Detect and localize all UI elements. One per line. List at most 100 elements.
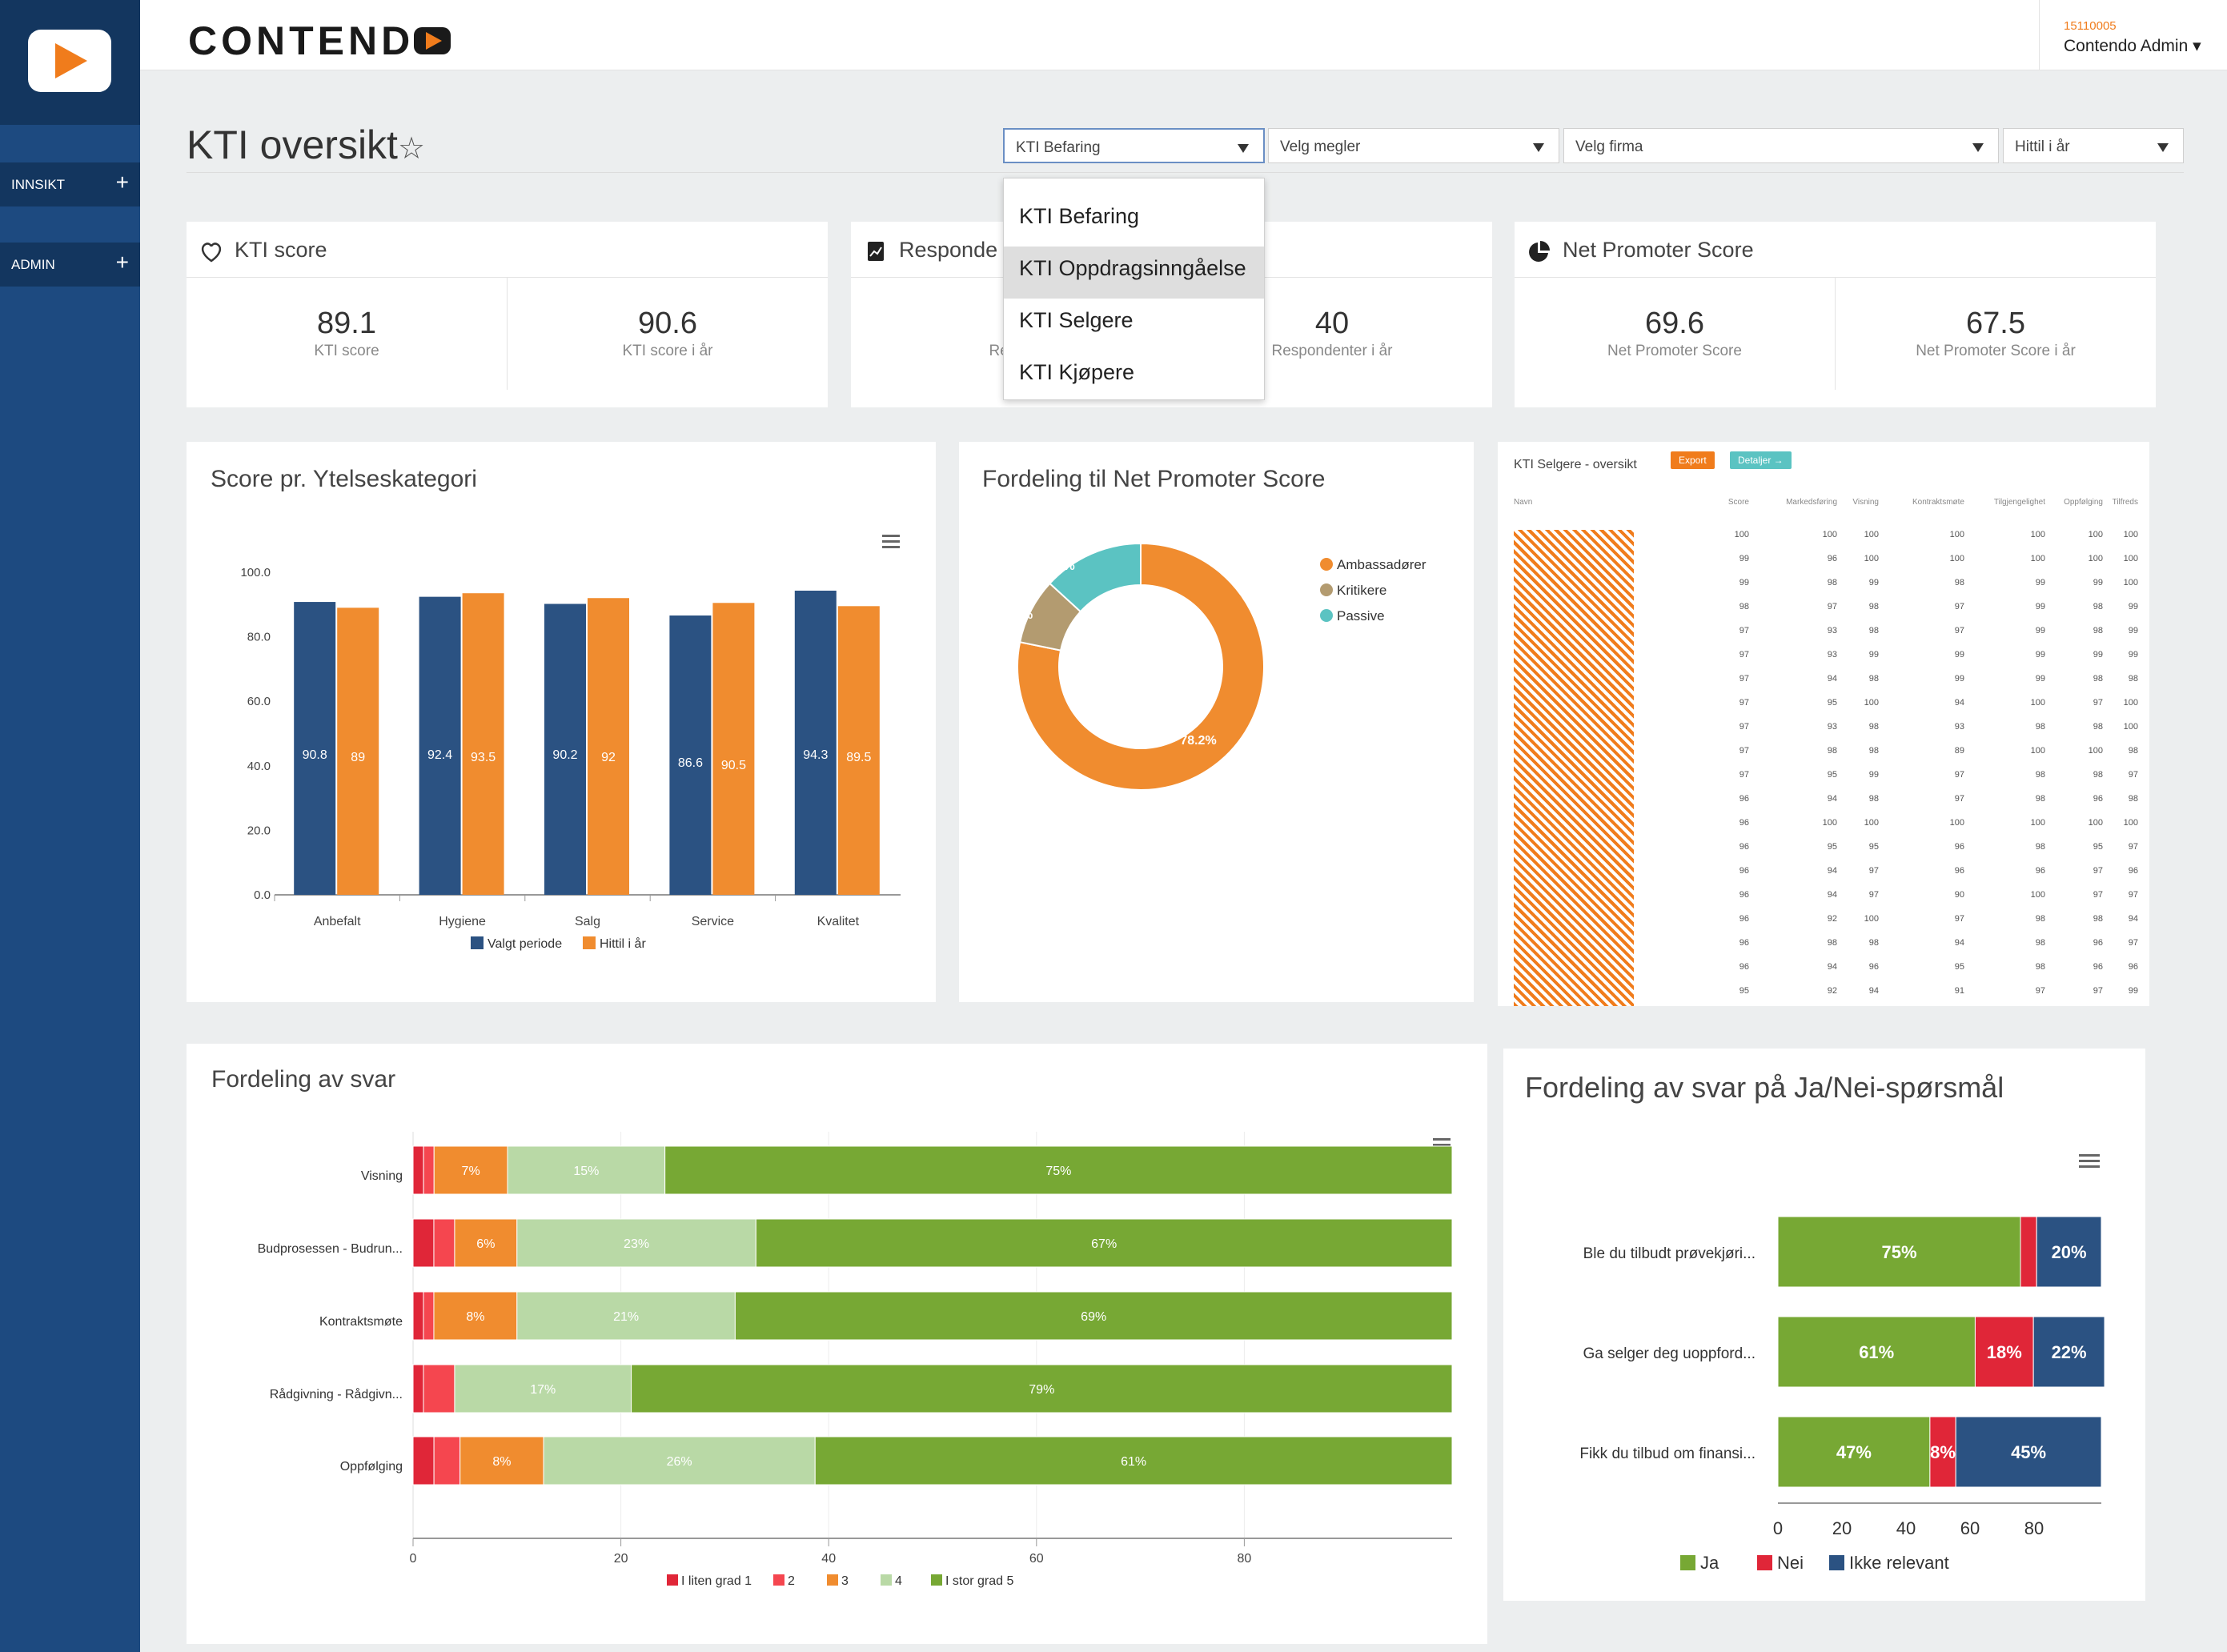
bar-data-label: 90.8 xyxy=(303,748,327,762)
table-cell: 98 xyxy=(2035,722,2045,732)
bar-year-to-date xyxy=(337,607,379,895)
app-logo-icon[interactable] xyxy=(28,30,111,92)
legend-swatch xyxy=(773,1574,784,1586)
stacked-segment xyxy=(2036,1216,2102,1288)
table-cell: 98 xyxy=(2093,914,2103,924)
table-cell: 97 xyxy=(1739,674,1749,684)
table-cell: 99 xyxy=(1868,578,1879,587)
table-cell: 100 xyxy=(2123,554,2138,563)
dropdown-option-highlighted[interactable]: KTI Oppdragsinngåelse xyxy=(1004,247,1264,299)
brand-logo[interactable]: CONTEND xyxy=(188,18,451,64)
stacked-segment xyxy=(423,1145,435,1195)
x-tick-label: 80 xyxy=(2024,1518,2044,1538)
chart-menu-icon[interactable] xyxy=(2079,1154,2100,1171)
table-cell: 97 xyxy=(1739,626,1749,636)
table-cell: 96 xyxy=(1739,914,1749,924)
table-cell: 96 xyxy=(1868,962,1879,972)
stacked-segment xyxy=(755,1218,1453,1268)
segment-label: 67% xyxy=(1091,1237,1117,1251)
table-cell: 98 xyxy=(1827,938,1837,948)
table-cell: 100 xyxy=(2123,530,2138,539)
table-cell: 94 xyxy=(1868,986,1879,996)
table-cell: 95 xyxy=(1827,842,1837,852)
dropdown-option[interactable]: KTI Selgere xyxy=(1019,308,1134,332)
y-tick-label: 20.0 xyxy=(247,824,271,837)
segment-label: 69% xyxy=(1081,1310,1106,1324)
stacked-segment xyxy=(1777,1316,1976,1388)
kti-score-card: KTI score 89.1 KTI score 90.6 KTI score i … xyxy=(187,222,828,407)
donut-slice xyxy=(1049,542,1142,613)
segment-label: 23% xyxy=(624,1237,649,1251)
dropdown-option[interactable]: KTI Befaring xyxy=(1019,204,1140,228)
bar-selected-period xyxy=(294,602,336,895)
slice-label: 78.2% xyxy=(1180,734,1216,748)
segment-label: 18% xyxy=(1987,1342,2022,1362)
table-cell: 99 xyxy=(2093,650,2103,660)
page-title: KTI oversikt☆ xyxy=(187,122,425,168)
legend-swatch xyxy=(1320,558,1333,571)
sidebar: INNSIKT + ADMIN + xyxy=(0,0,140,1652)
bar-year-to-date xyxy=(837,606,880,895)
column-header: Oppfølging xyxy=(2064,498,2103,507)
table-cell: 97 xyxy=(1954,794,1964,804)
table-cell: 98 xyxy=(2093,770,2103,780)
table-cell: 98 xyxy=(1827,578,1837,587)
table-cell: 99 xyxy=(2128,650,2138,660)
table-cell: 98 xyxy=(2035,962,2045,972)
segment-label: 21% xyxy=(613,1310,639,1324)
stacked-segment xyxy=(814,1436,1453,1486)
legend-swatch xyxy=(667,1574,678,1586)
segment-label: 75% xyxy=(1881,1242,1916,1262)
sidebar-item-admin[interactable]: ADMIN + xyxy=(0,243,140,287)
table-cell: 99 xyxy=(2035,602,2045,611)
table-cell: 99 xyxy=(2035,626,2045,636)
x-tick-label: Anbefalt xyxy=(314,915,361,928)
category-score-chart: 0.0 20.0 40.0 60.0 80.0 100.0 90.8 89 Anbefalt 92… xyxy=(240,566,901,951)
legend-swatch xyxy=(827,1574,838,1586)
table-cell: 93 xyxy=(1954,722,1964,732)
table-cell: 95 xyxy=(2093,842,2103,852)
y-category-label: Kontraktsmøte xyxy=(319,1315,403,1329)
kpi-cell: 90.6 KTI score i år xyxy=(508,278,828,390)
table-cell: 97 xyxy=(2093,986,2103,996)
legend-swatch xyxy=(881,1574,892,1586)
kpi-label: Net Promoter Score xyxy=(1607,343,1742,359)
table-cell: 99 xyxy=(1739,578,1749,587)
account-menu[interactable]: 15110005 Contendo Admin ▾ xyxy=(2039,0,2227,70)
y-category-label: Fikk du tilbud om finansi... xyxy=(1579,1446,1756,1462)
card-title: KTI score xyxy=(235,238,327,262)
table-cell: 100 xyxy=(1949,530,1964,539)
broker-select-value: Velg megler xyxy=(1280,138,1361,155)
table-cell: 96 xyxy=(2035,866,2045,876)
y-category-label: Rådgivning - Rådgivn... xyxy=(270,1387,403,1401)
stacked-segment xyxy=(1929,1416,1956,1488)
bar-selected-period xyxy=(794,590,837,895)
table-cell: 98 xyxy=(1868,938,1879,948)
dropdown-option[interactable]: KTI Kjøpere xyxy=(1019,360,1135,384)
table-cell: 91 xyxy=(1954,986,1964,996)
stacked-segment xyxy=(734,1291,1453,1341)
firm-select[interactable]: Velg firma xyxy=(1563,128,1999,163)
period-select[interactable]: Hittil i år xyxy=(2003,128,2184,163)
legend-label: Ja xyxy=(1700,1553,1719,1573)
chart-menu-icon[interactable] xyxy=(882,535,900,551)
favorite-star-icon[interactable]: ☆ xyxy=(397,132,426,166)
y-category-label: Visning xyxy=(361,1169,403,1183)
sidebar-item-innsikt[interactable]: INNSIKT + xyxy=(0,162,140,206)
table-cell: 98 xyxy=(1868,674,1879,684)
table-cell: 100 xyxy=(1734,530,1749,539)
table-cell: 97 xyxy=(1868,890,1879,900)
export-button[interactable]: Export xyxy=(1671,451,1715,469)
table-cell: 98 xyxy=(1868,794,1879,804)
table-cell: 100 xyxy=(2088,554,2103,563)
table-cell: 92 xyxy=(1827,914,1837,924)
table-cell: 100 xyxy=(1864,818,1879,828)
broker-select[interactable]: Velg megler xyxy=(1268,128,1559,163)
bar-data-label: 92 xyxy=(601,751,616,764)
column-header: Score xyxy=(1727,498,1749,507)
survey-select[interactable]: KTI Befaring xyxy=(1003,128,1265,163)
details-button[interactable]: Detaljer → xyxy=(1730,451,1792,469)
y-tick-label: 100.0 xyxy=(240,566,271,579)
legend-label: Kritikere xyxy=(1337,583,1386,598)
segment-label: 17% xyxy=(530,1383,556,1397)
